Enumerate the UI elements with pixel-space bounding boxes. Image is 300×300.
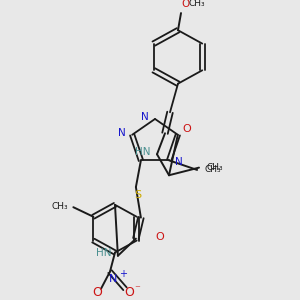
Text: CH₃: CH₃ (51, 202, 68, 211)
Text: N: N (141, 112, 149, 122)
Text: HN: HN (135, 147, 151, 157)
Text: HN: HN (96, 248, 112, 258)
Text: CH₃: CH₃ (189, 0, 205, 8)
Text: ⁻: ⁻ (134, 284, 140, 294)
Text: CH₃: CH₃ (205, 165, 221, 174)
Text: O: O (181, 0, 189, 8)
Text: O: O (124, 286, 134, 299)
Text: N: N (175, 157, 183, 167)
Text: S: S (134, 190, 142, 200)
Text: N: N (109, 274, 117, 284)
Text: N: N (118, 128, 126, 138)
Text: O: O (155, 232, 164, 242)
Text: O: O (183, 124, 191, 134)
Text: CH₃: CH₃ (207, 163, 223, 172)
Text: +: + (119, 268, 127, 278)
Text: O: O (92, 286, 102, 299)
